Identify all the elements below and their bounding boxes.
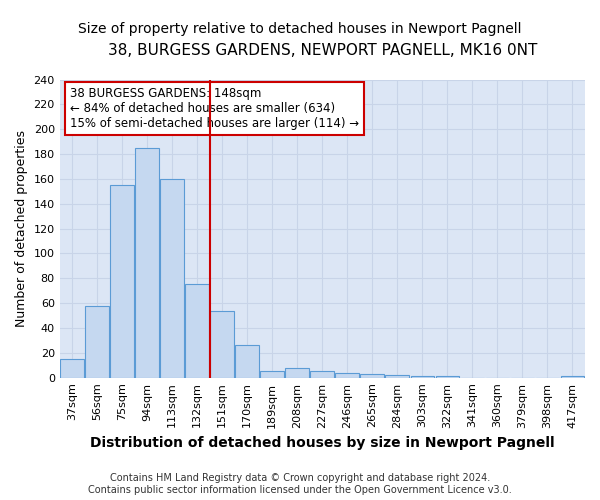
Bar bbox=[436, 376, 459, 378]
Title: 38, BURGESS GARDENS, NEWPORT PAGNELL, MK16 0NT: 38, BURGESS GARDENS, NEWPORT PAGNELL, MK… bbox=[107, 42, 537, 58]
Bar bbox=[335, 372, 359, 378]
Text: 38 BURGESS GARDENS: 148sqm
← 84% of detached houses are smaller (634)
15% of sem: 38 BURGESS GARDENS: 148sqm ← 84% of deta… bbox=[70, 87, 359, 130]
Bar bbox=[110, 185, 134, 378]
Bar bbox=[136, 148, 159, 378]
Bar bbox=[85, 306, 109, 378]
Bar bbox=[560, 376, 584, 378]
Text: Contains HM Land Registry data © Crown copyright and database right 2024.
Contai: Contains HM Land Registry data © Crown c… bbox=[88, 474, 512, 495]
Bar bbox=[160, 179, 184, 378]
Bar bbox=[310, 372, 334, 378]
Bar bbox=[235, 346, 259, 378]
Bar bbox=[286, 368, 309, 378]
Text: Size of property relative to detached houses in Newport Pagnell: Size of property relative to detached ho… bbox=[78, 22, 522, 36]
Bar bbox=[385, 375, 409, 378]
Bar bbox=[211, 310, 234, 378]
Bar bbox=[260, 372, 284, 378]
Y-axis label: Number of detached properties: Number of detached properties bbox=[15, 130, 28, 327]
Bar bbox=[60, 359, 84, 378]
Bar bbox=[361, 374, 384, 378]
X-axis label: Distribution of detached houses by size in Newport Pagnell: Distribution of detached houses by size … bbox=[90, 436, 554, 450]
Bar bbox=[185, 284, 209, 378]
Bar bbox=[410, 376, 434, 378]
